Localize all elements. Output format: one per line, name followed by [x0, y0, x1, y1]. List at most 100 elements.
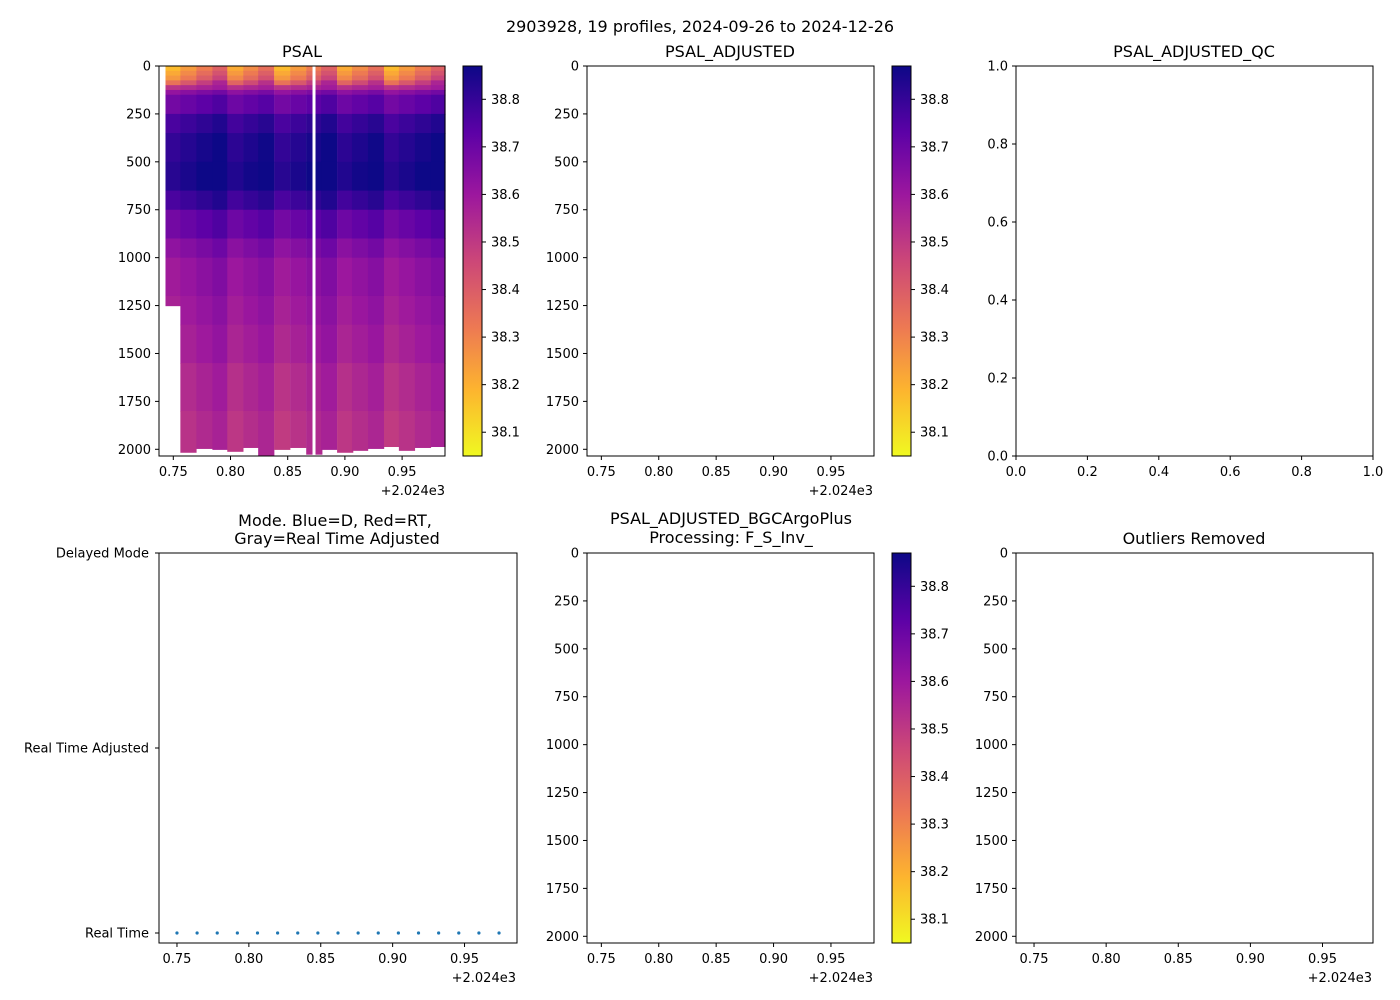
psal-cell	[227, 363, 244, 412]
psal-cell	[414, 133, 432, 163]
bgc-x-tick-label: 0.85	[702, 952, 731, 967]
psal-cell	[165, 161, 182, 192]
colorbar-psal-adjusted-tick-label: 38.5	[920, 235, 949, 250]
psal-cell	[258, 80, 275, 86]
colorbar-psal-tick-label: 38.6	[491, 188, 520, 203]
mode-y-tick-label: Delayed Mode	[56, 547, 149, 562]
psal-cell	[290, 94, 307, 115]
psal-cell	[243, 85, 260, 91]
psal-cell	[212, 66, 229, 72]
colorbar-psal-adjusted-tick-label: 38.8	[920, 93, 949, 108]
mode-point	[276, 931, 280, 935]
bgc-y-tick-label: 0	[571, 547, 579, 562]
mode-point	[336, 931, 340, 935]
psal-cell	[165, 94, 182, 115]
bgc-y-tick-label: 500	[554, 642, 579, 657]
psal-cell	[212, 410, 229, 450]
psal-cell	[180, 295, 197, 326]
mode-x-offset-label: +2.024e3	[452, 971, 516, 986]
psal-cell	[430, 80, 446, 86]
bgc-y-tick-label: 1000	[546, 738, 579, 753]
psal-cell	[196, 85, 213, 91]
qc-x-tick-label: 0.6	[1220, 465, 1241, 480]
psal-cell	[227, 190, 244, 211]
psal-cell	[337, 190, 354, 211]
psal-cell	[321, 75, 338, 81]
psal-cell	[384, 133, 401, 163]
psal-cell	[258, 133, 275, 163]
psal-cell	[351, 363, 369, 412]
panel-psal-adjusted: PSAL_ADJUSTED 0 250 500 750 1000 1250 1500 1750…	[546, 42, 875, 499]
psal-cell	[351, 295, 369, 326]
mode-point	[316, 931, 320, 935]
psal-cell	[212, 80, 229, 86]
psal-cell	[212, 209, 229, 240]
mode-point	[416, 931, 421, 935]
psal-cell	[384, 113, 401, 134]
psal-cell	[367, 89, 385, 96]
mode-point	[215, 931, 219, 935]
psal-cell	[227, 75, 244, 81]
colorbar-bgc-tick-label: 38.7	[920, 627, 949, 642]
outliers-x-tick-label: 0.95	[1308, 952, 1337, 967]
psal-cell	[430, 94, 446, 115]
psal-cell	[398, 113, 416, 134]
psal-cell	[414, 295, 432, 326]
psal-cell	[367, 70, 385, 77]
psal-x-tick-label: 0.75	[159, 465, 188, 480]
psal-cell	[243, 324, 260, 364]
colorbar-psal-adjusted: 38.1 38.2 38.3 38.4 38.5 38.6 38.7 38.8	[891, 65, 949, 457]
outliers-y-tick-label: 500	[983, 642, 1008, 657]
qc-x-tick-label: 1.0	[1363, 465, 1384, 480]
psal-cell	[274, 94, 291, 115]
psal-cell	[212, 113, 229, 134]
psal-cell	[274, 209, 291, 240]
outliers-y-tick-label: 0	[1000, 547, 1008, 562]
psal-adjusted-y-axis: 0 250 500 750 1000 1250 1500 1750 2000	[546, 60, 587, 458]
psal-cell	[367, 257, 385, 297]
psal-cell	[180, 209, 197, 240]
psal-cell	[227, 66, 244, 72]
psal-adjusted-y-tick-label: 2000	[546, 443, 579, 458]
psal-cell	[430, 85, 446, 91]
psal-cell	[258, 89, 275, 96]
psal-cell	[165, 209, 182, 240]
psal-cell	[321, 295, 338, 326]
bgc-x-tick-label: 0.80	[644, 952, 673, 967]
panel-psal-adjusted-qc: PSAL_ADJUSTED_QC 0.00.20.40.60.81.0 0.0 0…	[987, 42, 1383, 480]
psal-cell	[430, 66, 446, 72]
psal-adjusted-axes-frame	[586, 65, 875, 457]
psal-adjusted-y-tick-label: 1250	[546, 299, 579, 314]
psal-cell	[384, 238, 401, 259]
psal-cell	[227, 257, 244, 297]
psal-cell	[212, 363, 229, 412]
psal-cell	[243, 190, 260, 211]
psal-cell	[196, 113, 213, 134]
outliers-x-axis: 0.75 0.80 0.85 0.90 0.95	[1020, 943, 1337, 967]
psal-cell	[337, 238, 354, 259]
colorbar-psal-tick-label: 38.5	[491, 235, 520, 250]
psal-cell	[258, 209, 275, 240]
psal-cell	[212, 238, 229, 259]
psal-cell	[384, 363, 401, 412]
psal-cell	[414, 324, 432, 364]
mode-point	[437, 931, 441, 935]
psal-adjusted-qc-y-axis: 0.0 0.2 0.4 0.6 0.8 1.0	[987, 60, 1016, 465]
psal-cell	[367, 209, 385, 240]
psal-y-tick-label: 2000	[118, 443, 151, 458]
psal-cell	[367, 363, 385, 412]
psal-cell	[351, 324, 369, 364]
psal-y-axis: 0 250 500 750 1000 1250 1500 1750 2000	[118, 60, 159, 458]
psal-cell	[367, 295, 385, 326]
psal-cell	[227, 85, 244, 91]
psal-cell	[321, 238, 338, 259]
psal-cell	[398, 133, 416, 163]
psal-cell	[196, 161, 213, 192]
psal-cell	[321, 324, 338, 364]
psal-cell	[196, 410, 213, 449]
psal-x-tick-label: 0.95	[388, 465, 417, 480]
psal-cell	[337, 66, 354, 72]
psal-cell	[165, 66, 182, 72]
psal-cell	[414, 66, 432, 72]
